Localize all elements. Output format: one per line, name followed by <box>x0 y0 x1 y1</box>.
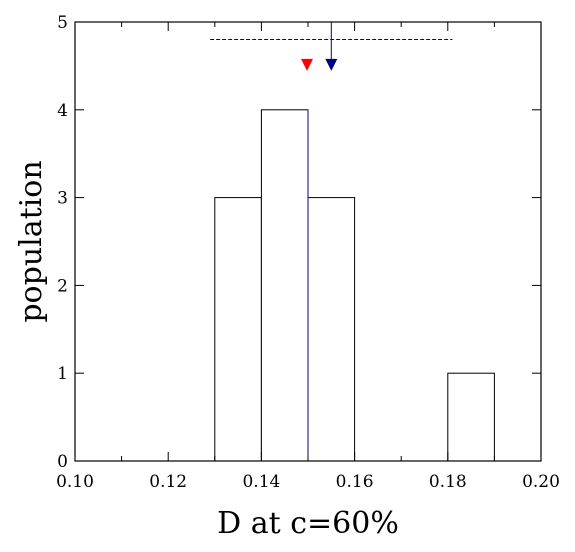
y-tick-label: 2 <box>57 276 68 296</box>
x-tick-label: 0.12 <box>149 472 187 492</box>
x-tick-label: 0.20 <box>522 472 560 492</box>
histogram-bar-3 <box>447 372 495 462</box>
y-tick-label: 0 <box>57 452 68 472</box>
x-tick-label: 0.16 <box>336 472 374 492</box>
histogram-bar-1 <box>260 109 309 462</box>
y-tick-label: 3 <box>57 189 68 209</box>
y-axis-label: population <box>14 160 49 322</box>
x-tick-label: 0.18 <box>429 472 467 492</box>
x-tick-label: 0.10 <box>56 472 94 492</box>
median-triangle-marker <box>301 58 313 71</box>
x-axis-label: D at c=60% <box>217 506 399 541</box>
histogram-bar-0 <box>214 197 262 462</box>
x-tick-label: 0.14 <box>242 472 280 492</box>
y-tick-label: 1 <box>57 364 68 384</box>
annotations-group <box>210 22 453 461</box>
y-tick-label: 4 <box>57 101 68 121</box>
ticks-group: 0.10 0.12 0.14 0.16 0.18 0.20 0 1 2 3 4 5 <box>56 13 560 492</box>
y-tick-label: 5 <box>57 13 68 33</box>
mean-triangle-marker <box>325 58 338 71</box>
histogram-bar-2 <box>307 197 356 462</box>
bars-group <box>214 109 495 462</box>
